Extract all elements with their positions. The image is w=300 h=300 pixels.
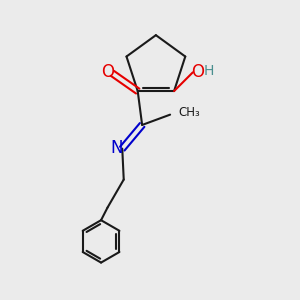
Text: H: H [204,64,214,78]
Text: CH₃: CH₃ [178,106,200,119]
Text: O: O [101,63,115,81]
Text: O: O [191,63,204,81]
Text: N: N [111,139,123,157]
